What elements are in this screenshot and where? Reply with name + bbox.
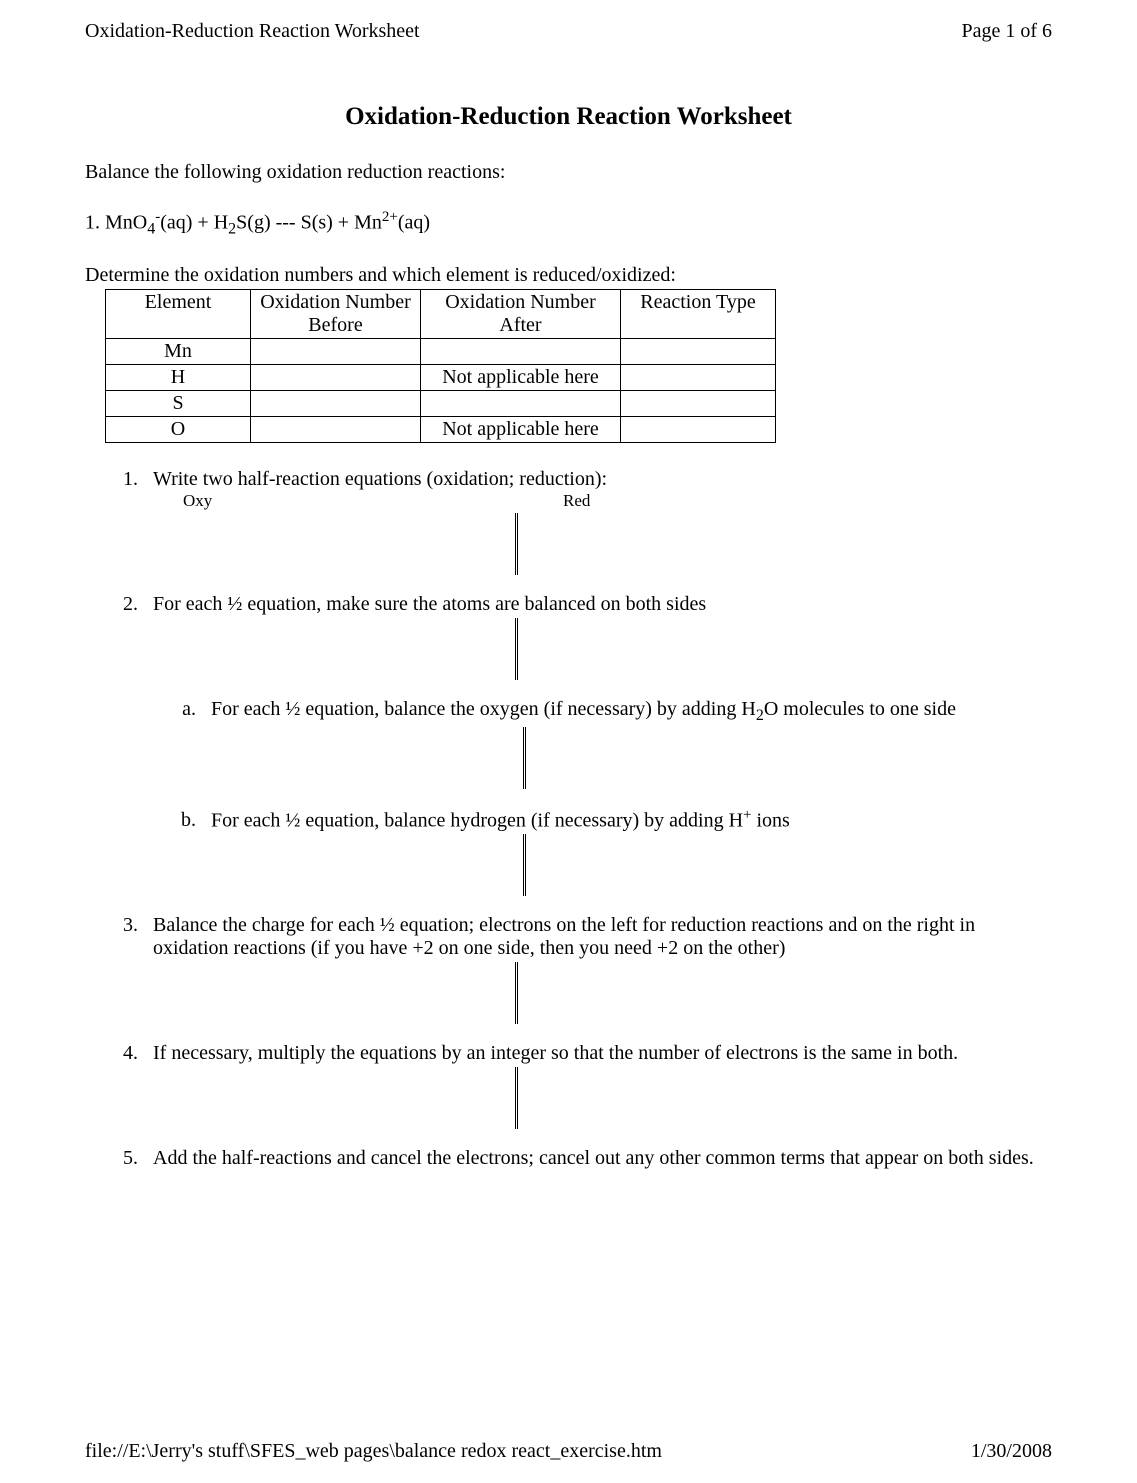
table-header-row: Element Oxidation Number Before Oxidatio… — [106, 289, 776, 338]
step-3: Balance the charge for each ½ equation; … — [143, 914, 1052, 1024]
divider-icon — [523, 834, 526, 896]
divider-icon — [515, 1067, 518, 1129]
oxidation-table: Element Oxidation Number Before Oxidatio… — [105, 289, 776, 443]
header-element: Element — [106, 289, 251, 338]
steps-list: Write two half-reaction equations (oxida… — [143, 468, 1052, 1171]
table-row: Mn — [106, 338, 776, 364]
table-row: S — [106, 390, 776, 416]
intro-text: Balance the following oxidation reductio… — [85, 161, 1052, 184]
divider-icon — [523, 727, 526, 789]
footer-date: 1/30/2008 — [971, 1440, 1052, 1463]
page-footer: file://E:\Jerry's stuff\SFES_web pages\b… — [85, 1440, 1052, 1463]
step-5: Add the half-reactions and cancel the el… — [143, 1147, 1052, 1170]
header-after: Oxidation Number After — [421, 289, 621, 338]
main-title: Oxidation-Reduction Reaction Worksheet — [85, 103, 1052, 131]
step-2a: For each ½ equation, balance the oxygen … — [201, 698, 1052, 789]
divider-icon — [515, 962, 518, 1024]
table-row: O Not applicable here — [106, 416, 776, 442]
step-2: For each ½ equation, make sure the atoms… — [143, 593, 1052, 897]
table-row: H Not applicable here — [106, 364, 776, 390]
step-1: Write two half-reaction equations (oxida… — [143, 468, 1052, 575]
divider-icon — [515, 513, 518, 575]
header-title: Oxidation-Reduction Reaction Worksheet — [85, 20, 420, 43]
red-label: Red — [563, 491, 590, 511]
step-4: If necessary, multiply the equations by … — [143, 1042, 1052, 1129]
header-page: Page 1 of 6 — [961, 20, 1052, 43]
substeps-list: For each ½ equation, balance the oxygen … — [201, 698, 1052, 897]
page-header: Oxidation-Reduction Reaction Worksheet P… — [85, 20, 1052, 43]
determine-text: Determine the oxidation numbers and whic… — [85, 264, 1052, 287]
step-2b: For each ½ equation, balance hydrogen (i… — [201, 807, 1052, 897]
equation: 1. MnO4-(aq) + H2S(g) --- S(s) + Mn2+(aq… — [85, 209, 1052, 239]
header-before: Oxidation Number Before — [251, 289, 421, 338]
oxy-label: Oxy — [183, 491, 563, 511]
header-type: Reaction Type — [621, 289, 776, 338]
divider-icon — [515, 618, 518, 680]
footer-path: file://E:\Jerry's stuff\SFES_web pages\b… — [85, 1440, 662, 1463]
oxy-red-labels: Oxy Red — [183, 491, 1052, 511]
